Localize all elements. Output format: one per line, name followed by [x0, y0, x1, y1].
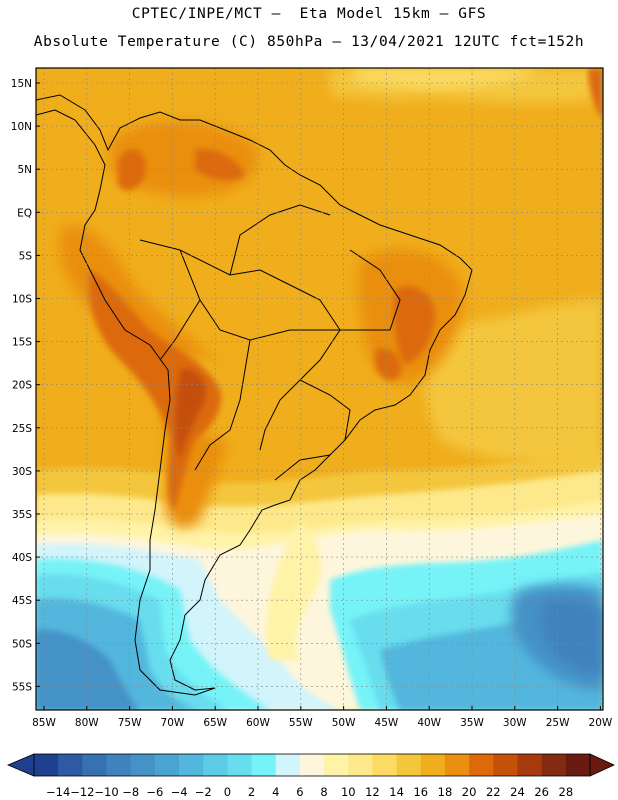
colorbar-tick-label: −12 [70, 785, 94, 799]
lat-label: 30S [12, 466, 32, 478]
colorbar-swatch [251, 754, 277, 776]
lat-label: 5N [17, 164, 32, 176]
colorbar-swatch [58, 754, 83, 776]
colorbar-swatch [324, 754, 349, 776]
colorbar-tick-label: 24 [510, 785, 525, 799]
colorbar-swatch [565, 754, 591, 776]
colorbar-arrow-low [6, 753, 35, 777]
colorbar-swatch [106, 754, 131, 776]
lat-label: 15S [12, 337, 32, 349]
colorbar-tick-label: 10 [341, 785, 356, 799]
longitude-labels: 85W 80W 75W 70W 65W 60W 55W 50W 45W 40W 35W 30W 25W 2… [32, 706, 613, 729]
colorbar-swatch [275, 754, 301, 776]
colorbar-swatch [348, 754, 373, 776]
colorbar-swatch [541, 754, 567, 776]
lat-label: 55S [12, 681, 32, 693]
colorbar-tick-label: 26 [534, 785, 549, 799]
colorbar-tick-label: 14 [389, 785, 404, 799]
lon-label: 55W [289, 717, 313, 729]
colorbar-swatch [203, 754, 228, 776]
colorbar-tick-label: −4 [171, 785, 188, 799]
map-frame [35, 67, 604, 711]
colorbar-tick-label: −6 [146, 785, 163, 799]
lat-label: 45S [12, 595, 32, 607]
lon-label: 70W [161, 717, 185, 729]
colorbar-swatch [372, 754, 397, 776]
lat-label: 40S [12, 552, 32, 564]
colorbar-labels: −14 −12 −10 −8 −6 −4 −2 0 2 4 6 8 10 12 14 16 18 20 22 24 26… [46, 785, 573, 799]
colorbar-tick-label: 28 [559, 785, 574, 799]
lon-label: 35W [460, 717, 484, 729]
colorbar-tick-label: −8 [122, 785, 139, 799]
lat-label: 50S [12, 638, 32, 650]
lon-label: 85W [32, 717, 56, 729]
lon-label: 65W [203, 717, 227, 729]
colorbar-swatch [34, 754, 59, 776]
colorbar-tick-label: 6 [296, 785, 303, 799]
colorbar-tick-label: 20 [462, 785, 477, 799]
colorbar-tick-label: 4 [272, 785, 279, 799]
title-variable: Absolute Temperature (C) 850hPa – 13/04/… [33, 34, 585, 50]
lon-label: 45W [375, 717, 399, 729]
latitude-labels: 15N 10N 5N EQ 5S 10S 15S 20S 25S 30S 35S 40S 45S 50S 5… [11, 78, 40, 693]
colorbar-swatch [396, 754, 422, 776]
colorbar-swatch [227, 754, 252, 776]
colorbar-frame [33, 753, 591, 777]
colorbar-swatch [420, 754, 446, 776]
lon-label: 75W [118, 717, 142, 729]
title-model: CPTEC/INPE/MCT – Eta Model 15km – GFS [131, 6, 487, 22]
lat-label: 35S [12, 509, 32, 521]
colorbar-tick-label: 8 [320, 785, 327, 799]
coastline [36, 94, 473, 696]
colorbar-swatch [517, 754, 542, 776]
lat-label: 15N [11, 78, 32, 90]
lon-label: 30W [503, 717, 527, 729]
colorbar-swatch [299, 754, 325, 776]
colorbar [6, 753, 615, 777]
map-gridlines [36, 68, 603, 710]
colorbar-tick-label: 18 [438, 785, 453, 799]
colorbar-swatch [82, 754, 107, 776]
colorbar-tick-label: 0 [224, 785, 231, 799]
colorbar-swatch [444, 754, 470, 776]
lat-label: 20S [12, 380, 32, 392]
colorbar-swatch [469, 754, 494, 776]
lon-label: 20W [589, 717, 613, 729]
colorbar-tick-label: −10 [94, 785, 118, 799]
temperature-field [36, 68, 603, 710]
lat-label: EQ [17, 207, 32, 219]
colorbar-swatch [179, 754, 204, 776]
colorbar-tick-label: 16 [413, 785, 428, 799]
lat-label: 10N [11, 121, 32, 133]
colorbar-tick-label: 12 [365, 785, 380, 799]
colorbar-arrow-high [589, 753, 615, 777]
lon-label: 80W [75, 717, 99, 729]
lon-label: 40W [417, 717, 441, 729]
colorbar-tick-label: 22 [486, 785, 501, 799]
lon-label: 25W [546, 717, 570, 729]
colorbar-tick-label: 2 [248, 785, 255, 799]
colorbar-swatch [493, 754, 518, 776]
colorbar-swatch [154, 754, 180, 776]
lat-label: 10S [12, 294, 32, 306]
colorbar-tick-label: −14 [46, 785, 70, 799]
lat-label: 25S [12, 423, 32, 435]
colorbar-swatch [130, 754, 156, 776]
lat-label: 5S [19, 250, 33, 262]
lon-label: 50W [332, 717, 356, 729]
lon-label: 60W [246, 717, 270, 729]
colorbar-tick-label: −2 [195, 785, 212, 799]
